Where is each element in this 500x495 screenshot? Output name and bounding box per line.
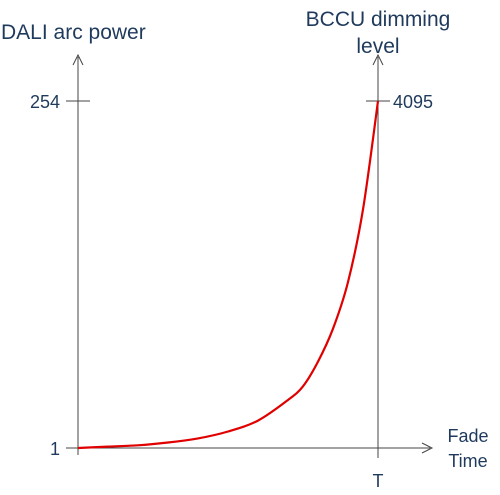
left-tick-label-254: 254 xyxy=(30,92,60,112)
right-axis-label-line2: level xyxy=(356,35,399,58)
right-axis-label-line1: BCCU dimming xyxy=(306,8,451,31)
left-tick-label-1: 1 xyxy=(50,439,60,459)
fade-curve-line xyxy=(77,100,380,450)
left-axis-arrow xyxy=(72,53,84,66)
right-tick-label-4095: 4095 xyxy=(393,92,433,112)
right-axis-arrow xyxy=(372,53,384,66)
left-axis-label: DALI arc power xyxy=(1,21,146,44)
x-tick-label-T: T xyxy=(373,471,384,491)
x-axis-label-line2: Time xyxy=(448,451,487,471)
x-axis-label-line1: Fade xyxy=(447,426,488,446)
x-axis-arrow xyxy=(421,442,434,454)
